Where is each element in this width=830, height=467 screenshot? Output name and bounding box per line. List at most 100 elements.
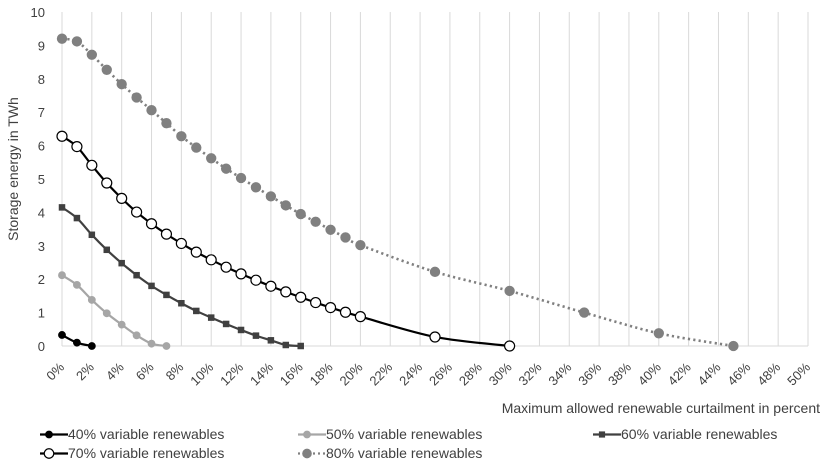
data-point [116, 192, 128, 204]
data-point [73, 214, 81, 222]
data-point [235, 172, 247, 184]
data-point [56, 33, 68, 44]
grid-lines [61, 12, 809, 346]
legend-label: 60% variable renewables [621, 426, 777, 442]
data-point [297, 342, 304, 350]
data-point [162, 342, 171, 350]
data-point [339, 306, 352, 318]
axes: 0% 2% 4% 6% 8% 10% 12% 14% 16% 18% 20% 22% 24% 26% 28%… [31, 5, 814, 389]
y-tick-label: 0 [38, 339, 45, 354]
data-point [250, 182, 262, 193]
data-point [340, 232, 351, 243]
data-point [579, 307, 590, 318]
data-point [88, 231, 96, 239]
data-point [324, 301, 337, 314]
legend-item: 80% variable renewables [298, 445, 482, 461]
x-tick-label: 28% [456, 359, 485, 388]
data-point [58, 271, 66, 280]
data-point [504, 285, 515, 297]
data-point [220, 163, 232, 174]
x-tick-label: 20% [337, 359, 366, 388]
x-tick-label: 26% [426, 359, 455, 388]
data-point [325, 224, 336, 235]
x-tick-label: 22% [366, 359, 395, 388]
legend-marker [45, 430, 53, 439]
legend-label: 50% variable renewables [326, 426, 482, 442]
data-point [282, 341, 290, 349]
x-tick-label: 42% [665, 359, 694, 388]
data-point [118, 259, 125, 267]
data-point [728, 340, 739, 352]
x-tick-label: 38% [605, 359, 634, 388]
x-tick-label: 50% [784, 359, 813, 388]
x-tick-label: 24% [396, 359, 425, 388]
data-point [101, 177, 113, 189]
data-point [222, 320, 230, 328]
data-point [101, 64, 112, 75]
y-tick-label: 3 [38, 239, 45, 254]
legend-item: 50% variable renewables [298, 426, 482, 442]
data-point [220, 261, 232, 273]
series-5 [56, 33, 739, 352]
data-point [71, 36, 83, 47]
legend-marker [43, 448, 55, 459]
x-tick-label: 6% [133, 359, 157, 383]
data-point [193, 307, 200, 315]
x-tick-label: 8% [163, 359, 187, 383]
x-tick-label: 16% [277, 359, 306, 388]
data-point [265, 191, 277, 202]
data-point [73, 280, 81, 289]
x-tick-label: 10% [187, 359, 216, 388]
data-point [310, 216, 321, 227]
data-point [235, 268, 247, 280]
legend-marker [598, 431, 606, 438]
series-line [61, 135, 510, 348]
y-tick-label: 9 [38, 38, 45, 53]
data-point [71, 141, 83, 153]
data-point [250, 274, 262, 286]
series-group [56, 33, 739, 352]
data-point [207, 314, 215, 321]
legend-item: 40% variable renewables [40, 426, 224, 442]
data-point [206, 153, 217, 164]
x-tick-label: 30% [486, 359, 515, 388]
data-point [265, 280, 277, 292]
x-tick-label: 44% [695, 359, 724, 388]
legend-label: 80% variable renewables [326, 445, 482, 461]
legend-label: 70% variable renewables [68, 445, 224, 461]
x-tick-label: 32% [516, 359, 545, 388]
data-point [205, 254, 217, 266]
data-point [160, 228, 173, 240]
series-line [61, 37, 734, 348]
data-point [175, 237, 187, 250]
data-point [237, 326, 245, 334]
data-point [355, 239, 366, 251]
x-tick-label: 40% [635, 359, 664, 388]
x-tick-label: 14% [247, 359, 276, 388]
x-tick-label: 4% [103, 359, 127, 383]
data-point [73, 338, 81, 347]
data-point [117, 320, 126, 329]
data-point [87, 295, 96, 304]
x-tick-label: 48% [754, 359, 783, 388]
data-point [132, 331, 141, 340]
data-point [354, 311, 366, 323]
y-tick-label: 4 [38, 205, 45, 220]
y-tick-label: 2 [38, 272, 45, 287]
series-3 [58, 204, 304, 350]
data-point [116, 78, 127, 90]
data-point [178, 299, 185, 307]
data-point [295, 291, 307, 303]
y-tick-label: 1 [38, 306, 45, 321]
x-axis-title: Maximum allowed renewable curtailment in… [502, 400, 820, 416]
data-point [131, 92, 142, 103]
legend-item: 60% variable renewables [593, 426, 777, 442]
data-point [429, 331, 441, 343]
data-point [58, 331, 66, 339]
data-point [252, 332, 260, 339]
data-point [280, 200, 291, 211]
data-point [131, 206, 143, 218]
data-point [146, 105, 157, 116]
legend-marker [303, 430, 311, 439]
